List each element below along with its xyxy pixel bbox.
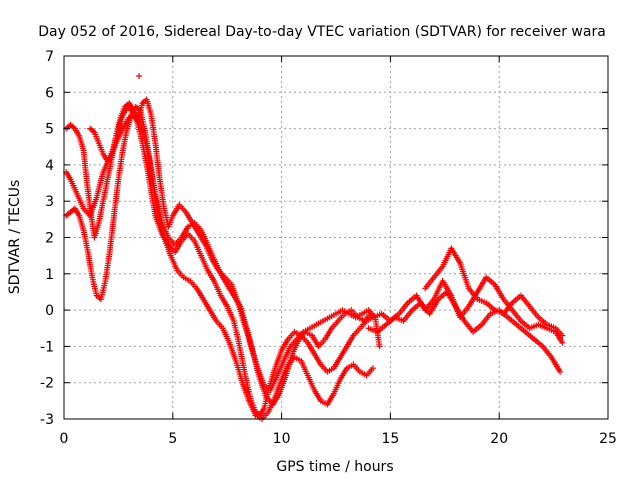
track-b-point — [369, 365, 376, 372]
outlier-point — [136, 72, 143, 79]
x-tick-label: 20 — [490, 431, 508, 447]
y-tick-label: 1 — [45, 267, 54, 283]
y-tick-label: 2 — [45, 231, 54, 247]
track-f-point — [559, 339, 566, 346]
x-tick-label: 15 — [381, 431, 399, 447]
y-tick-label: 4 — [45, 158, 54, 174]
y-tick-label: 3 — [45, 194, 54, 210]
chart-title: Day 052 of 2016, Sidereal Day-to-day VTE… — [38, 24, 606, 40]
data-points — [63, 72, 566, 422]
x-tick-label: 10 — [273, 431, 291, 447]
track-e-point — [557, 368, 564, 375]
x-axis-label: GPS time / hours — [276, 459, 393, 475]
x-tick-label: 0 — [60, 431, 69, 447]
axis-ticks — [63, 55, 609, 420]
y-tick-label: -2 — [40, 376, 54, 392]
track-g-point — [559, 332, 566, 339]
x-tick-label: 25 — [599, 431, 617, 447]
y-axis-label: SDTVAR / TECUs — [7, 180, 23, 295]
y-tick-label: 5 — [45, 122, 54, 138]
y-tick-label: -1 — [40, 339, 54, 355]
x-tick-labels: 0 5 10 15 20 25 — [60, 431, 617, 447]
y-tick-label: 7 — [45, 49, 54, 65]
y-tick-label: -3 — [40, 412, 54, 428]
x-tick-label: 5 — [168, 431, 177, 447]
track-d-point — [376, 343, 383, 350]
y-tick-label: 0 — [45, 303, 54, 319]
y-tick-labels: -3 -2 -1 0 1 2 3 4 5 6 7 — [40, 49, 54, 428]
y-tick-label: 6 — [45, 85, 54, 101]
